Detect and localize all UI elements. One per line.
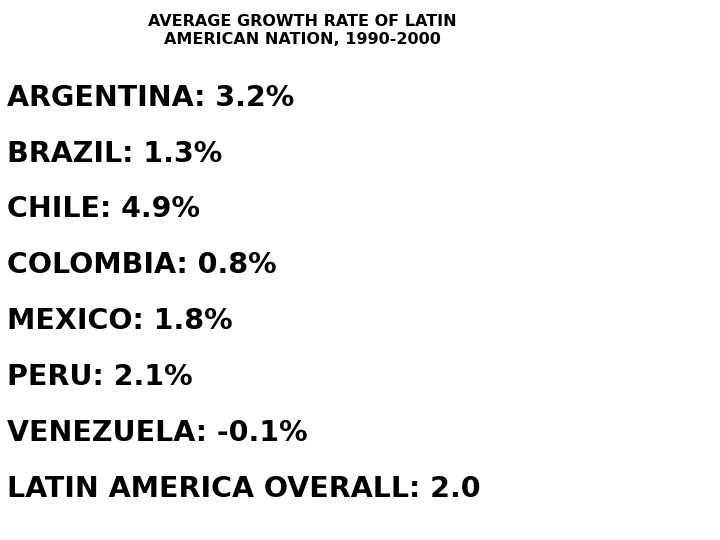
Text: COLOMBIA: 0.8%: COLOMBIA: 0.8% [7,252,276,279]
Text: LATIN AMERICA OVERALL: 2.0: LATIN AMERICA OVERALL: 2.0 [7,475,481,503]
Text: BRAZIL: 1.3%: BRAZIL: 1.3% [7,140,222,167]
Text: ARGENTINA: 3.2%: ARGENTINA: 3.2% [7,84,294,112]
Text: CHILE: 4.9%: CHILE: 4.9% [7,195,200,224]
Text: PERU: 2.1%: PERU: 2.1% [7,363,193,391]
Text: MEXICO: 1.8%: MEXICO: 1.8% [7,307,233,335]
Text: VENEZUELA: -0.1%: VENEZUELA: -0.1% [7,419,308,447]
Text: AVERAGE GROWTH RATE OF LATIN
AMERICAN NATION, 1990-2000: AVERAGE GROWTH RATE OF LATIN AMERICAN NA… [148,14,456,46]
